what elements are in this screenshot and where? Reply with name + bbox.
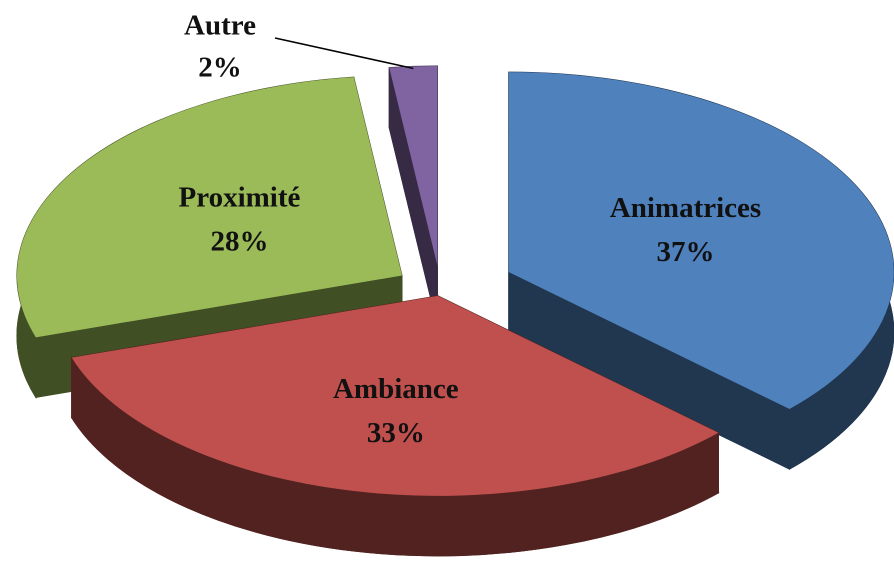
slice: [70, 295, 720, 557]
slice-value-label: 28%: [210, 226, 268, 258]
slice-category-label: Proximité: [179, 182, 301, 214]
slice-value-label: 37%: [656, 236, 714, 268]
slice-category-label: Animatrices: [610, 192, 761, 224]
leader-line: [274, 37, 414, 70]
slice-top: [389, 66, 438, 267]
slice-value-label: 33%: [367, 417, 425, 449]
slice-value-label: 2%: [198, 52, 242, 84]
slice-category-label: Ambiance: [333, 373, 459, 405]
slice-top: [508, 72, 894, 410]
slice-top: [17, 77, 403, 338]
slice-category-label: Autre: [184, 10, 256, 42]
slice-top: [71, 295, 719, 496]
slice: [508, 71, 894, 470]
